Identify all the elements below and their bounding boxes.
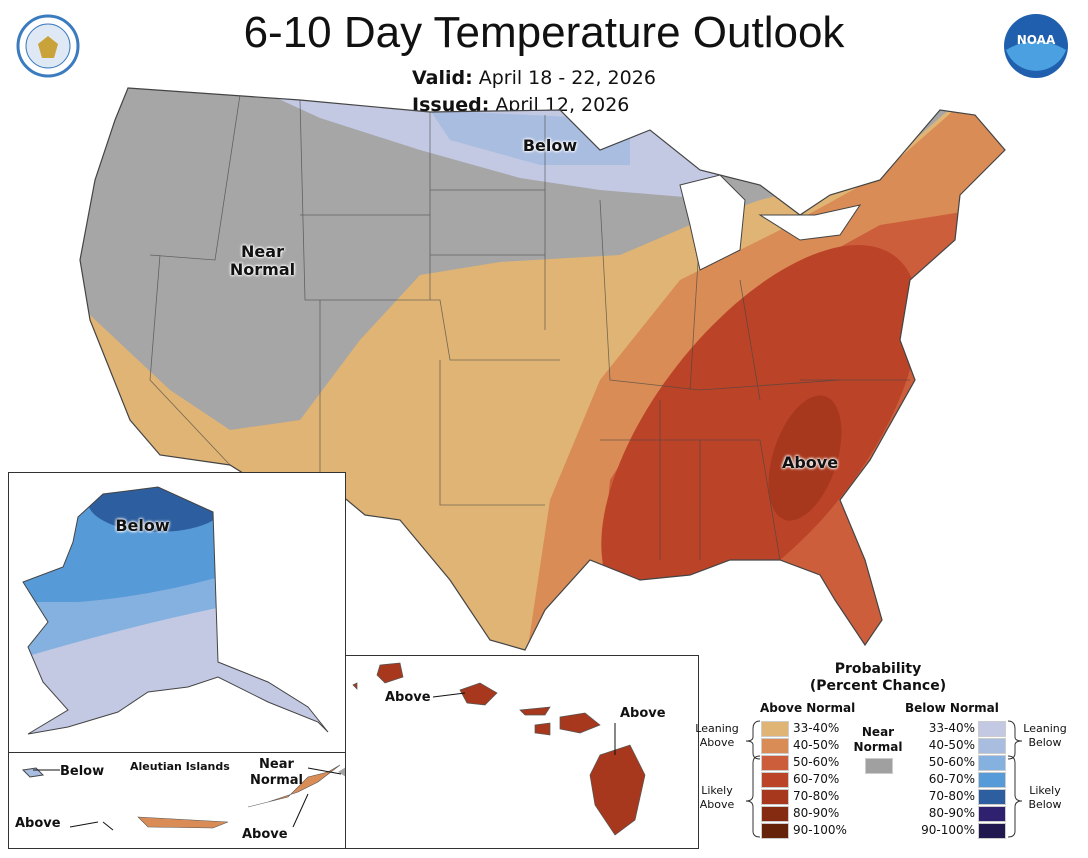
hawaii-above-right-label: Above [620,706,666,721]
above-swatch [761,823,789,839]
likely-below-line1: Likely [1029,784,1061,797]
legend-title-line1: Probability [834,661,922,677]
below-swatch [978,806,1006,822]
above-range-label: 50-60% [793,755,840,769]
page-title: 6-10 Day Temperature Outlook [243,8,845,57]
below-range-label: 70-80% [928,789,975,803]
below-swatch [978,823,1006,839]
above-range-label: 90-100% [793,823,847,837]
below-swatch [978,738,1006,754]
legend-title: Probability (Percent Chance) [698,661,1058,695]
hawaii-above-left-label: Above [385,690,431,705]
alaska-below-label: Below [115,516,170,535]
valid-value: April 18 - 22, 2026 [478,67,656,89]
legend-title-line2: (Percent Chance) [809,678,947,694]
leaning-below-line1: Leaning [1023,722,1067,735]
likely-below-label: Likely Below [1020,784,1070,812]
above-range-label: 70-80% [793,789,840,803]
aleutian-above-right-label: Above [242,827,288,842]
above-range-label: 80-90% [793,806,840,820]
legend-braces [745,720,1023,838]
below-swatch [978,789,1006,805]
below-range-label: 60-70% [928,772,975,786]
conus-above-label: Above [781,453,839,472]
above-range-label: 40-50% [793,738,840,752]
conus-below-label: Below [522,136,578,155]
likely-above-line1: Likely [701,784,733,797]
valid-dates: Valid: April 18 - 22, 2026 [412,67,656,89]
below-range-label: 90-100% [921,823,975,837]
near-label: Near [241,242,284,261]
noaa-logo: NOAA [1004,14,1068,78]
normal-label: Normal [229,260,296,279]
svg-text:NOAA: NOAA [1017,33,1056,47]
near-label: Near [259,757,294,772]
doc-seal-logo [16,14,80,78]
above-60-70-region [601,244,919,616]
above-swatch [761,721,789,737]
near-normal-label: Near Normal [848,725,908,755]
below-normal-header: Below Normal [905,701,999,715]
issued-label: Issued: [412,94,490,116]
leaning-below-label: Leaning Below [1020,722,1070,750]
lake-erie-ontario [758,204,862,241]
aleutian-islands [137,764,341,829]
leaning-above-line2: Above [699,736,735,749]
above-range-label: 60-70% [793,772,840,786]
likely-above-label: Likely Above [694,784,740,812]
above-swatch [761,772,789,788]
hawaii-inset [345,655,699,849]
likely-above-line2: Above [699,798,735,811]
alaska-inset [8,472,346,849]
above-swatch [761,755,789,771]
near-line2: Normal [853,740,903,754]
great-lakes [679,174,746,271]
below-range-label: 80-90% [928,806,975,820]
normal-label: Normal [250,773,303,788]
above-swatch [761,806,789,822]
below-swatch [978,755,1006,771]
valid-label: Valid: [412,67,473,89]
aleutian-islands-title: Aleutian Islands [130,760,230,773]
probability-legend: Probability (Percent Chance) Above Normal… [695,655,1088,855]
above-range-label: 33-40% [793,721,840,735]
aleutian-below-label: Below [60,764,105,779]
leaning-above-label: Leaning Above [694,722,740,750]
above-swatch [761,738,789,754]
below-range-label: 40-50% [928,738,975,752]
aleutian-near-normal-label: Near Normal [250,757,303,789]
likely-below-line2: Below [1028,798,1062,811]
conus-near-normal-label: Near Normal [220,243,305,279]
above-normal-header: Above Normal [760,701,856,715]
aleutian-above-left-label: Above [15,816,61,831]
near-line1: Near [861,725,895,739]
above-swatch [761,789,789,805]
below-swatch [978,772,1006,788]
below-swatch [978,721,1006,737]
above-70-80-region [768,395,842,521]
near-normal-swatch [865,758,893,774]
below-range-label: 50-60% [928,755,975,769]
leaning-below-line2: Below [1028,736,1062,749]
below-range-label: 33-40% [928,721,975,735]
state-borders [149,94,910,561]
leaning-above-line1: Leaning [695,722,739,735]
